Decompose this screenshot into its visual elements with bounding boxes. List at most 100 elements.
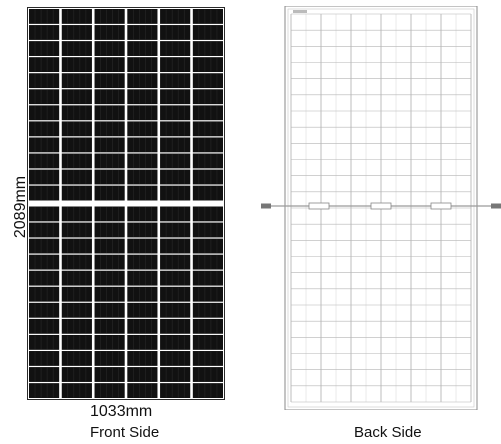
front-solar-cell bbox=[192, 137, 223, 153]
front-solar-cell bbox=[160, 206, 191, 222]
front-solar-cell bbox=[127, 254, 158, 270]
front-solar-cell bbox=[29, 73, 60, 89]
front-solar-cell bbox=[160, 121, 191, 137]
front-solar-cell bbox=[61, 334, 92, 350]
front-solar-cell bbox=[192, 153, 223, 169]
front-solar-cell bbox=[61, 286, 92, 302]
front-solar-cell bbox=[192, 25, 223, 40]
back-connector-left bbox=[261, 203, 271, 209]
back-connector-right bbox=[491, 203, 501, 209]
back-panel bbox=[261, 6, 501, 410]
front-solar-cell bbox=[29, 105, 60, 121]
front-solar-cell bbox=[29, 367, 60, 382]
back-junction-box-center bbox=[370, 202, 392, 210]
back-junction-box-left bbox=[308, 202, 330, 210]
front-solar-cell bbox=[94, 73, 125, 89]
back-nameplate bbox=[293, 10, 307, 13]
front-solar-cell bbox=[94, 121, 125, 137]
front-solar-cell bbox=[29, 302, 60, 318]
front-solar-cell bbox=[192, 318, 223, 334]
back-inner-frame bbox=[287, 8, 475, 408]
front-solar-cell bbox=[29, 9, 60, 24]
front-solar-cell bbox=[94, 25, 125, 40]
front-solar-cell bbox=[61, 89, 92, 105]
front-solar-cell bbox=[127, 383, 158, 398]
front-solar-cell bbox=[160, 57, 191, 73]
front-solar-cell bbox=[94, 286, 125, 302]
front-solar-cell bbox=[94, 41, 125, 56]
front-solar-cell bbox=[160, 89, 191, 105]
front-solar-cell bbox=[29, 318, 60, 334]
front-solar-cell bbox=[94, 351, 125, 366]
front-solar-cell bbox=[192, 334, 223, 350]
front-solar-cell bbox=[127, 318, 158, 334]
front-solar-cell bbox=[94, 169, 125, 185]
front-solar-cell bbox=[192, 57, 223, 73]
front-solar-cell bbox=[29, 270, 60, 286]
front-solar-cell bbox=[94, 185, 125, 201]
front-solar-cell bbox=[127, 73, 158, 89]
front-solar-cell bbox=[127, 105, 158, 121]
front-solar-cell bbox=[61, 137, 92, 153]
front-solar-cell bbox=[160, 238, 191, 254]
front-solar-cell bbox=[61, 73, 92, 89]
front-solar-cell bbox=[192, 351, 223, 366]
front-solar-cell bbox=[160, 153, 191, 169]
front-solar-cell bbox=[127, 222, 158, 238]
height-dimension-label: 2089mm bbox=[12, 175, 29, 239]
front-solar-cell bbox=[61, 25, 92, 40]
front-solar-cell bbox=[192, 89, 223, 105]
front-panel bbox=[27, 7, 225, 400]
front-solar-cell bbox=[61, 185, 92, 201]
front-solar-cell bbox=[61, 222, 92, 238]
front-solar-cell bbox=[94, 302, 125, 318]
front-solar-cell bbox=[160, 25, 191, 40]
front-solar-cell bbox=[29, 286, 60, 302]
front-solar-cell bbox=[61, 153, 92, 169]
front-solar-cell bbox=[127, 25, 158, 40]
front-solar-cell bbox=[61, 9, 92, 24]
front-solar-cell bbox=[127, 9, 158, 24]
front-solar-cell bbox=[29, 121, 60, 137]
front-solar-cell bbox=[192, 254, 223, 270]
front-solar-cell bbox=[29, 137, 60, 153]
front-solar-cell bbox=[160, 9, 191, 24]
front-solar-cell bbox=[61, 367, 92, 382]
front-solar-cell bbox=[94, 367, 125, 382]
front-solar-cell bbox=[94, 254, 125, 270]
front-solar-cell bbox=[160, 351, 191, 366]
front-solar-cell bbox=[29, 41, 60, 56]
front-solar-cell bbox=[29, 383, 60, 398]
front-solar-cell bbox=[127, 351, 158, 366]
front-solar-cell bbox=[61, 57, 92, 73]
front-solar-cell bbox=[29, 57, 60, 73]
front-solar-cell bbox=[160, 367, 191, 382]
front-solar-cell bbox=[192, 302, 223, 318]
front-solar-cell bbox=[127, 367, 158, 382]
front-solar-cell bbox=[29, 222, 60, 238]
front-solar-cell bbox=[29, 351, 60, 366]
front-solar-cell bbox=[192, 222, 223, 238]
front-solar-cell bbox=[160, 41, 191, 56]
front-solar-cell bbox=[127, 270, 158, 286]
front-solar-cell bbox=[29, 185, 60, 201]
front-solar-cell bbox=[61, 105, 92, 121]
front-solar-cell bbox=[127, 89, 158, 105]
front-solar-cell bbox=[94, 318, 125, 334]
front-solar-cell bbox=[127, 206, 158, 222]
front-solar-cell bbox=[61, 206, 92, 222]
front-solar-cell bbox=[192, 169, 223, 185]
front-solar-cell bbox=[127, 185, 158, 201]
front-solar-cell bbox=[94, 270, 125, 286]
front-solar-cell bbox=[29, 25, 60, 40]
front-solar-cell bbox=[192, 238, 223, 254]
front-solar-cell bbox=[94, 238, 125, 254]
front-solar-cell bbox=[61, 270, 92, 286]
back-side-caption: Back Side bbox=[354, 424, 422, 441]
front-solar-cell bbox=[61, 121, 92, 137]
front-solar-cell bbox=[127, 137, 158, 153]
front-solar-cell bbox=[192, 270, 223, 286]
front-solar-cell bbox=[192, 206, 223, 222]
front-solar-cell bbox=[94, 105, 125, 121]
front-solar-cell bbox=[127, 153, 158, 169]
